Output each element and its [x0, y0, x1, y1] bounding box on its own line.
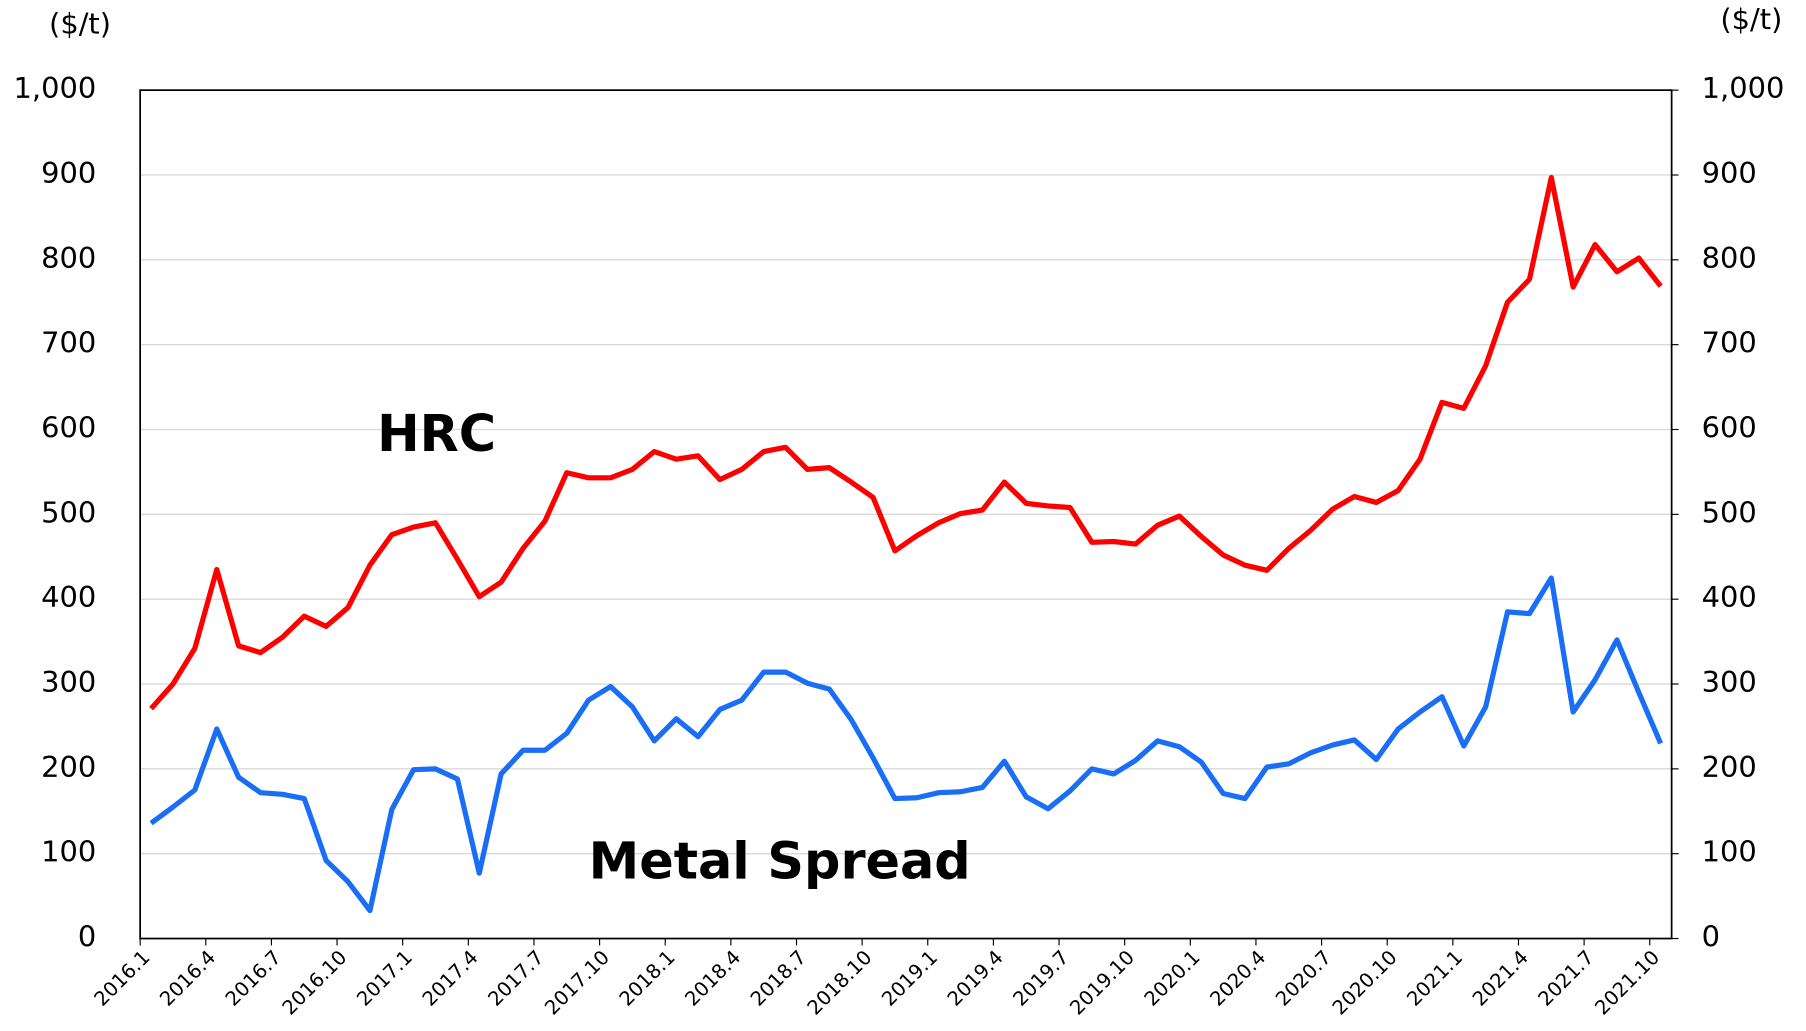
- y-tick-label: 200: [41, 750, 96, 784]
- y2-tick-label: 100: [1702, 835, 1757, 869]
- y2-tick-label: 900: [1702, 156, 1757, 190]
- x-tick-label: 2016.7: [221, 946, 286, 1011]
- x-tick-label: 2019.7: [1009, 946, 1074, 1011]
- x-tick-label: 2017.10: [540, 946, 614, 1020]
- y-tick-label: 300: [41, 665, 96, 699]
- x-tick-label: 2020.4: [1205, 946, 1270, 1011]
- y-tick-label: 500: [41, 495, 96, 529]
- y2-tick-label: 500: [1702, 495, 1757, 529]
- x-tick-label: 2021.10: [1590, 946, 1664, 1020]
- y2-tick-label: 1,000: [1702, 71, 1785, 105]
- x-tick-label: 2017.1: [352, 946, 417, 1011]
- y-tick-label: 400: [41, 580, 96, 614]
- y-tick-label: 100: [41, 835, 96, 869]
- x-tick-label: 2020.10: [1328, 946, 1402, 1020]
- x-tick-label: 2016.4: [155, 946, 220, 1011]
- plot: [149, 174, 1664, 914]
- series-line: [149, 575, 1664, 914]
- y-tick-label: 800: [41, 241, 96, 275]
- y2-tick-label: 300: [1702, 665, 1757, 699]
- y-tick-label: 900: [41, 156, 96, 190]
- y-tick-label: 1,000: [14, 71, 97, 105]
- y2-tick-label: 800: [1702, 241, 1757, 275]
- y2-tick-label: 600: [1702, 411, 1757, 445]
- series-label: HRC: [377, 404, 496, 463]
- x-tick-label: 2021.7: [1534, 946, 1599, 1011]
- y2-tick-label: 700: [1702, 326, 1757, 360]
- x-tick-label: 2018.7: [746, 946, 811, 1011]
- x-tick-label: 2017.7: [483, 946, 548, 1011]
- y-tick-label: 0: [78, 920, 96, 954]
- x-tick-label: 2021.4: [1468, 946, 1533, 1011]
- x-tick-label: 2017.4: [418, 946, 483, 1011]
- y2-unit: ($/t): [1720, 2, 1782, 36]
- y-tick-label: 700: [41, 326, 96, 360]
- plot-frame: [139, 89, 1673, 940]
- series-line: [149, 174, 1663, 711]
- x-tick-label: 2020.7: [1271, 946, 1336, 1011]
- y2-tick-label: 200: [1702, 750, 1757, 784]
- y-unit: ($/t): [49, 6, 111, 40]
- x-tick-label: 2021.1: [1402, 946, 1467, 1011]
- x-tick-label: 2019.10: [1065, 946, 1139, 1020]
- x-tick-label: 2020.1: [1140, 946, 1205, 1011]
- x-tick-label: 2018.1: [615, 946, 680, 1011]
- x-tick-label: 2016.1: [90, 946, 155, 1011]
- x-tick-label: 2018.10: [803, 946, 877, 1020]
- y2-tick-label: 400: [1702, 580, 1757, 614]
- x-tick-label: 2019.1: [877, 946, 942, 1011]
- series-label: Metal Spread: [589, 832, 971, 891]
- y2-tick-label: 0: [1702, 920, 1720, 954]
- x-tick-label: 2016.10: [278, 946, 352, 1020]
- x-tick-label: 2018.4: [680, 946, 745, 1011]
- y-tick-label: 600: [41, 411, 96, 445]
- x-tick-label: 2019.4: [943, 946, 1008, 1011]
